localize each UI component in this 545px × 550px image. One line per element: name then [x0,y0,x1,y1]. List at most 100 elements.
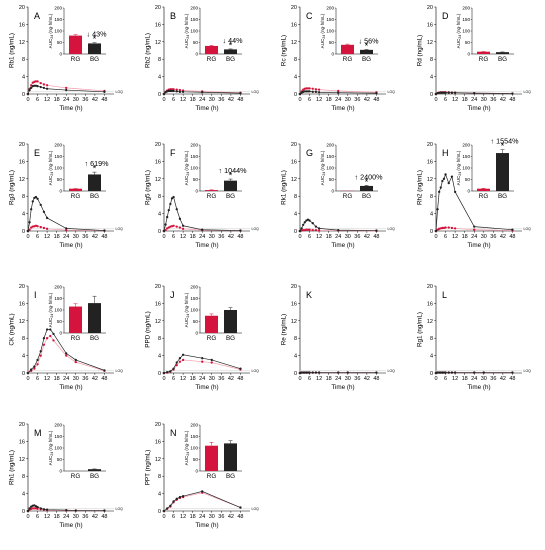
x-tick-label: 0 [298,97,301,103]
x-tick-label: 18 [54,234,60,240]
x-tick-label: 42 [500,97,506,103]
y-tick-label: 12 [427,40,433,46]
x-tick-label: 18 [190,514,196,520]
inset-category-label: RG [343,56,353,63]
panel-letter: B [170,11,176,21]
data-point-BG [303,221,306,224]
data-point-BG [33,365,36,368]
inset-bar-RG [205,445,218,471]
data-point-BG [447,182,450,185]
x-tick-label: 48 [101,97,107,103]
data-point-BG [436,208,439,211]
data-point-BG [482,371,485,374]
panel-letter: I [34,290,37,300]
x-tick-label: 12 [180,514,186,520]
data-point-BG [33,84,36,87]
loq-label: LOQ [116,507,124,511]
data-point-BG [170,89,174,93]
x-tick-label: 42 [228,97,234,103]
data-point-RG [178,226,182,229]
data-point-BG [178,357,182,360]
inset-tick-label: 150 [190,154,198,159]
panel-letter: H [442,148,449,158]
x-tick-label: 30 [345,376,351,382]
inset-category-label: RG [207,473,217,480]
x-tick-label: 0 [298,376,301,382]
data-point-BG [447,91,450,94]
data-point-BG [74,358,77,362]
x-tick-label: 12 [180,234,186,240]
inset-tick-label: 150 [54,296,62,301]
y-tick-label: 0 [158,509,161,515]
inset-tick-label: 0 [59,52,62,57]
significance-marker: * [229,171,233,181]
panel-letter: G [306,148,313,158]
inset-tick-label: 100 [190,446,198,451]
inset-tick-label: 100 [54,166,62,171]
x-tick-label: 18 [54,97,60,103]
x-tick-label: 0 [162,234,165,240]
y-tick-label: 0 [430,371,433,377]
inset-bar-BG [224,49,237,54]
panel-letter: A [34,11,40,21]
y-tick-label: 4 [430,75,433,81]
loq-label: LOQ [252,227,260,231]
data-point-RG [45,84,49,87]
x-axis-label: Time (h) [331,242,354,249]
x-tick-label: 48 [373,97,379,103]
y-tick-label: 0 [294,371,297,377]
x-tick-label: 6 [36,234,39,240]
data-point-BG [45,216,49,220]
y-axis-label: Rh1 (ng/mL) [9,450,16,485]
inset-tick-label: 200 [54,6,62,11]
x-axis-label: Time (h) [467,242,490,249]
data-point-BG [65,88,68,92]
x-axis-label: Time (h) [195,105,218,112]
data-point-BG [298,229,302,233]
panel-letter: E [34,148,40,158]
inset-tick-label: 100 [326,29,334,34]
inset-category-label: BG [498,56,507,63]
data-point-BG [239,91,242,95]
data-point-RG [175,364,178,367]
data-point-RG [181,358,185,362]
inset-category-label: BG [226,473,235,480]
data-point-RG [65,228,68,232]
inset-axis-label: AUC24 (ng·h/mL) [320,150,326,185]
x-tick-label: 12 [452,376,458,382]
x-tick-label: 30 [73,376,79,382]
data-point-RG [33,507,36,510]
y-tick-label: 8 [294,57,297,63]
y-tick-label: 20 [19,142,25,148]
inset-tick-label: 150 [54,154,62,159]
y-tick-label: 0 [158,229,161,235]
x-tick-label: 36 [218,376,224,382]
data-point-BG [302,371,305,374]
y-tick-label: 0 [22,509,25,515]
data-point-BG [239,367,242,370]
data-point-BG [30,368,33,371]
inset-tick-label: 200 [190,143,198,148]
data-point-BG [447,371,450,374]
y-tick-label: 20 [291,142,297,148]
y-tick-label: 20 [291,284,297,290]
inset-bar-RG [205,190,218,191]
inset-tick-label: 150 [326,154,334,159]
inset-tick-label: 0 [331,52,334,57]
data-point-BG [36,85,39,88]
y-axis-label: Rg1 (ng/mL) [417,312,424,347]
data-point-BG [303,90,306,93]
percent-change-label: ↑ 1554% [491,137,520,146]
data-point-BG [453,91,457,94]
x-tick-label: 48 [373,234,379,240]
x-tick-label: 36 [218,514,224,520]
data-point-BG [306,371,310,374]
y-tick-label: 20 [427,5,433,11]
data-point-RG [31,507,34,510]
data-point-BG [45,328,49,331]
y-axis-label: CK (ng/mL) [9,313,16,345]
y-tick-label: 0 [158,371,161,377]
